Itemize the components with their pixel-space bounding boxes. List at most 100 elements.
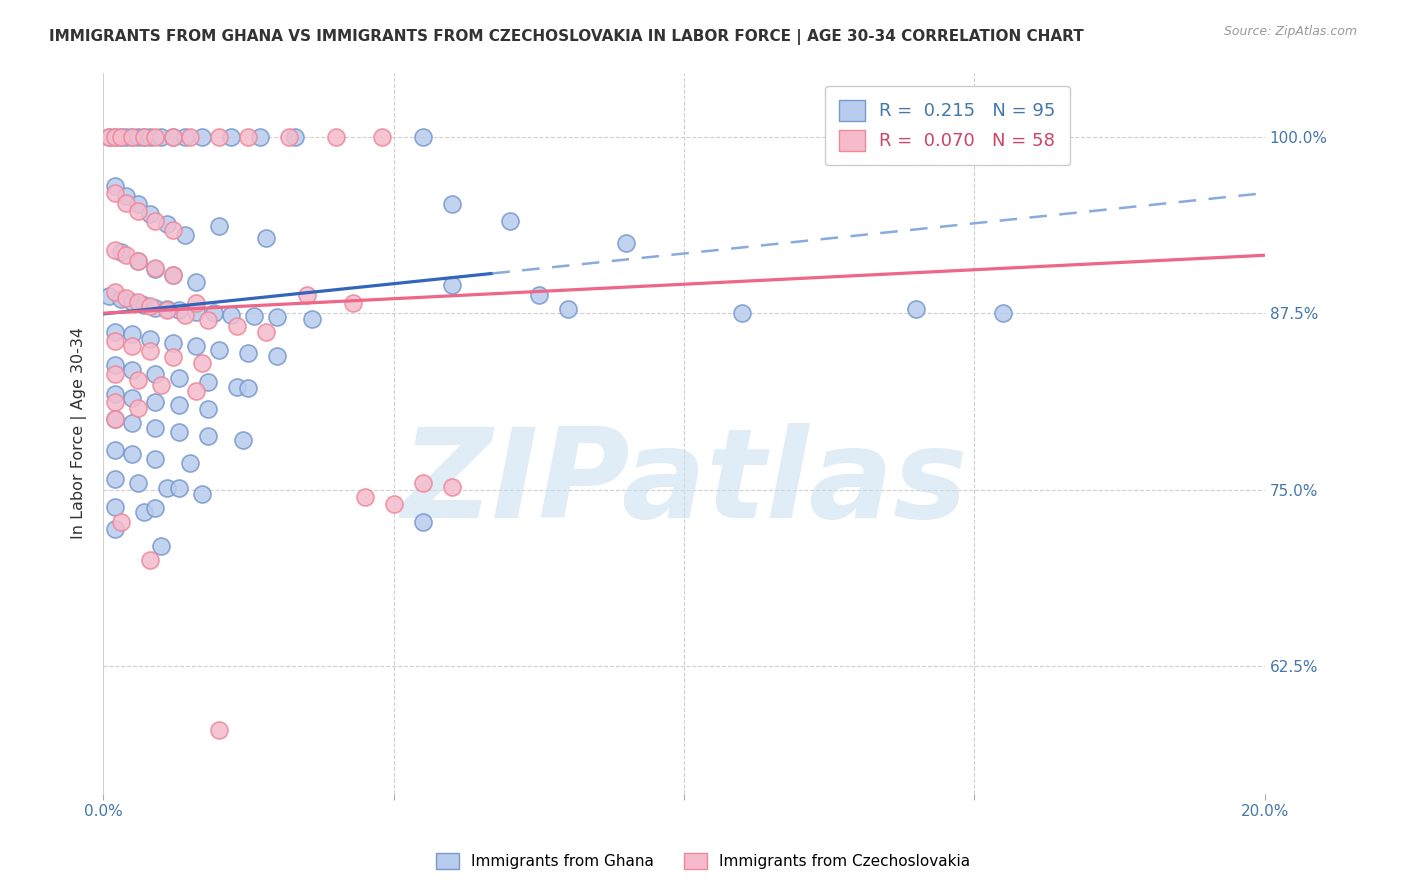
Point (191, 356, 214, 370)
Point (132, 505, 155, 519)
Point (121, 448, 143, 462)
Point (150, 378, 173, 392)
Point (121, 391, 143, 405)
Point (301, 311, 323, 326)
Point (104, 129, 127, 144)
Point (197, 376, 219, 390)
Point (115, 291, 138, 305)
Point (266, 310, 288, 325)
Point (115, 196, 138, 211)
Point (150, 539, 173, 553)
Point (138, 299, 160, 313)
Point (325, 807, 347, 822)
Point (115, 189, 138, 203)
Point (98, 289, 121, 303)
Point (104, 500, 127, 514)
Point (254, 325, 277, 339)
Point (186, 275, 208, 289)
Point (127, 294, 149, 309)
Y-axis label: In Labor Force | Age 30-34: In Labor Force | Age 30-34 (72, 327, 87, 540)
Point (225, 379, 247, 393)
Point (162, 350, 184, 364)
Point (156, 217, 179, 231)
Point (179, 456, 201, 470)
Point (150, 129, 173, 144)
Point (110, 516, 132, 530)
Point (557, 301, 579, 316)
Point (121, 294, 143, 309)
Point (219, 129, 242, 144)
Point (197, 402, 219, 417)
Point (173, 228, 195, 243)
Text: Source: ZipAtlas.com: Source: ZipAtlas.com (1223, 25, 1357, 38)
Point (145, 420, 167, 434)
Point (145, 451, 167, 466)
Point (167, 371, 190, 385)
Point (208, 219, 231, 233)
Point (197, 313, 219, 327)
Point (104, 325, 127, 339)
Point (162, 129, 184, 144)
Point (104, 186, 127, 200)
Point (202, 306, 225, 320)
Point (138, 129, 160, 144)
Point (104, 243, 127, 257)
Point (110, 292, 132, 306)
Point (138, 553, 160, 567)
Point (254, 231, 277, 245)
Legend: R =  0.215   N = 95, R =  0.070   N = 58: R = 0.215 N = 95, R = 0.070 N = 58 (825, 86, 1070, 165)
Point (232, 434, 254, 448)
Point (219, 308, 242, 322)
Point (115, 248, 138, 262)
Point (412, 129, 434, 144)
Point (162, 268, 184, 282)
Point (127, 253, 149, 268)
Point (104, 359, 127, 373)
Point (104, 179, 127, 194)
Point (284, 129, 307, 144)
Point (98, 129, 121, 144)
Point (731, 306, 754, 320)
Point (104, 386, 127, 401)
Point (127, 197, 149, 211)
Point (440, 197, 463, 211)
Point (121, 129, 143, 144)
Point (266, 349, 288, 363)
Point (156, 482, 179, 496)
Point (342, 296, 364, 310)
Point (138, 344, 160, 359)
Point (167, 425, 190, 439)
Point (110, 129, 132, 144)
Point (238, 129, 260, 144)
Point (156, 301, 179, 316)
Point (156, 303, 179, 318)
Point (440, 277, 463, 292)
Legend: Immigrants from Ghana, Immigrants from Czechoslovakia: Immigrants from Ghana, Immigrants from C… (429, 847, 977, 875)
Point (127, 373, 149, 387)
Point (278, 129, 301, 144)
Point (249, 129, 271, 144)
Point (127, 204, 149, 219)
Point (127, 475, 149, 490)
Point (145, 214, 167, 228)
Point (382, 497, 405, 511)
Point (104, 129, 127, 144)
Point (104, 471, 127, 485)
Point (238, 345, 260, 359)
Point (191, 129, 214, 144)
Point (104, 412, 127, 426)
Point (353, 490, 375, 504)
Point (197, 429, 219, 443)
Point (167, 398, 190, 412)
Point (104, 522, 127, 536)
Point (371, 129, 394, 144)
Point (208, 129, 231, 144)
Point (225, 318, 247, 333)
Point (993, 306, 1015, 320)
Point (104, 285, 127, 299)
Point (121, 417, 143, 431)
Point (412, 475, 434, 490)
Point (104, 334, 127, 349)
Point (208, 343, 231, 357)
Point (162, 129, 184, 144)
